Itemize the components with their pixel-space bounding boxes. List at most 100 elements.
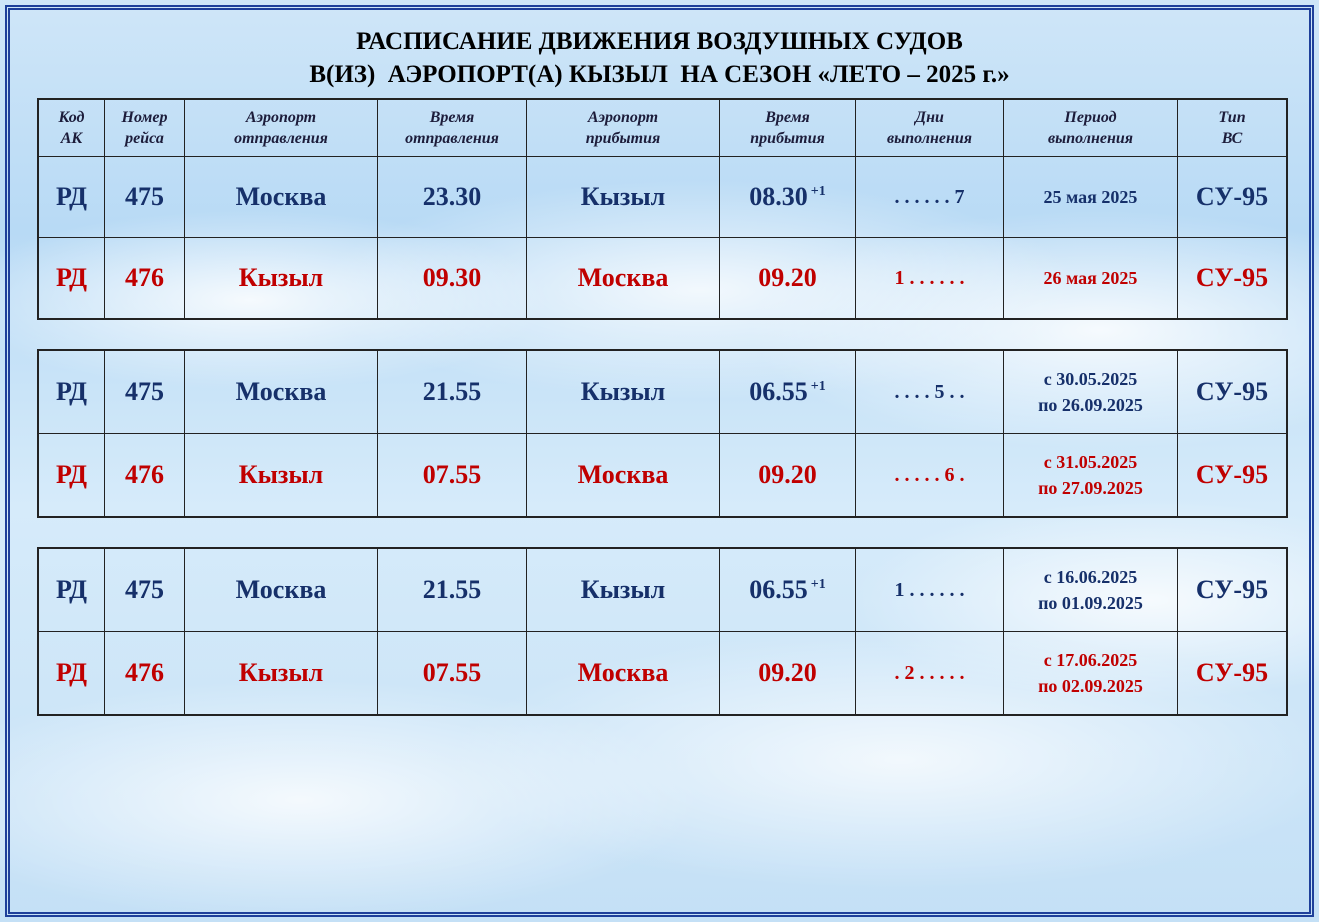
cell: СУ-95 bbox=[1178, 238, 1286, 318]
arrival-time: 06.55 bbox=[749, 575, 808, 604]
cell: РД bbox=[39, 157, 105, 237]
to: Кызыл bbox=[580, 182, 666, 211]
cell: 476 bbox=[105, 434, 185, 516]
days: 1 . . . . . . bbox=[894, 266, 965, 289]
header-text: рейса bbox=[125, 130, 164, 147]
cell: 476 bbox=[105, 238, 185, 318]
period-line: по 27.09.2025 bbox=[1038, 478, 1143, 498]
header-text: Тип bbox=[1218, 109, 1246, 126]
cell: 475 bbox=[105, 157, 185, 237]
cell: 06.55 +1 bbox=[720, 351, 856, 433]
days: . . . . 5 . . bbox=[894, 380, 965, 403]
airline: РД bbox=[56, 658, 87, 687]
arrival: 09.20 bbox=[758, 460, 817, 490]
arrival: 09.20 bbox=[758, 658, 817, 688]
cell: РД bbox=[39, 238, 105, 318]
aircraft: СУ-95 bbox=[1195, 575, 1269, 604]
cell: 26 мая 2025 bbox=[1004, 238, 1178, 318]
airline: РД bbox=[56, 377, 87, 406]
cell: 475 bbox=[105, 549, 185, 631]
cell: Кызыл bbox=[527, 157, 720, 237]
cell: 1 . . . . . . bbox=[856, 549, 1004, 631]
cell: Москва bbox=[527, 434, 720, 516]
from: Кызыл bbox=[238, 460, 324, 489]
flight: 476 bbox=[125, 460, 164, 489]
airline: РД bbox=[56, 182, 87, 211]
flight-row: РД 475 Москва 21.55 Кызыл 06.55 +1 . . . . 5 . … bbox=[39, 351, 1286, 434]
header-text: выполнения bbox=[1048, 130, 1133, 147]
header-text: прибытия bbox=[585, 130, 661, 147]
cell: 475 bbox=[105, 351, 185, 433]
header-text: прибытия bbox=[750, 130, 825, 147]
period-line: 26 мая 2025 bbox=[1043, 268, 1138, 288]
flight: 476 bbox=[125, 658, 164, 687]
flight-row: РД 476 Кызыл 07.55 Москва 09.20 . 2 . . . . . с… bbox=[39, 632, 1286, 714]
flight-row: РД 475 Москва 21.55 Кызыл 06.55 +1 1 . . . . . … bbox=[39, 549, 1286, 632]
header-text: отправления bbox=[234, 130, 328, 147]
flight: 475 bbox=[125, 377, 164, 406]
cell: 08.30 +1 bbox=[720, 157, 856, 237]
cell: 09.20 bbox=[720, 238, 856, 318]
cell: 23.30 bbox=[378, 157, 527, 237]
header-cell: Время отправления bbox=[378, 100, 527, 156]
airline: РД bbox=[56, 263, 87, 292]
cell: Москва bbox=[185, 351, 378, 433]
arrival-time: 06.55 bbox=[749, 377, 808, 406]
cell: 25 мая 2025 bbox=[1004, 157, 1178, 237]
arrival-time: 09.20 bbox=[758, 658, 817, 687]
to: Кызыл bbox=[580, 575, 666, 604]
title: В(ИЗ) АЭРОПОРТ(А) КЫЗЫЛ НА СЕЗОН «ЛЕТО –… bbox=[309, 61, 1010, 88]
header-cell: Тип ВС bbox=[1178, 100, 1286, 156]
days: . . . . . . 7 bbox=[894, 185, 965, 208]
cell: РД bbox=[39, 549, 105, 631]
airline: РД bbox=[56, 575, 87, 604]
cell: с 17.06.2025 по 02.09.2025 bbox=[1004, 632, 1178, 714]
arrival: 06.55 +1 bbox=[749, 377, 825, 407]
header-text: Номер bbox=[121, 109, 168, 126]
header-text: ВС bbox=[1221, 130, 1243, 147]
header-cell: Код АК bbox=[39, 100, 105, 156]
cell: с 31.05.2025 по 27.09.2025 bbox=[1004, 434, 1178, 516]
to: Москва bbox=[577, 460, 669, 489]
header-cell: Номер рейса bbox=[105, 100, 185, 156]
title: РАСПИСАНИЕ ДВИЖЕНИЯ ВОЗДУШНЫХ СУДОВ bbox=[356, 28, 963, 55]
dep: 07.55 bbox=[422, 460, 482, 489]
cell: . . . . . 6 . bbox=[856, 434, 1004, 516]
cell: с 16.06.2025 по 01.09.2025 bbox=[1004, 549, 1178, 631]
cell: Кызыл bbox=[185, 238, 378, 318]
dep: 07.55 bbox=[422, 658, 482, 687]
from: Москва bbox=[235, 377, 327, 406]
from: Москва bbox=[235, 182, 327, 211]
period-line: с 30.05.2025 bbox=[1043, 369, 1138, 389]
arrival: 09.20 bbox=[758, 263, 817, 293]
dep: 21.55 bbox=[422, 377, 482, 406]
cell: РД bbox=[39, 632, 105, 714]
dep: 21.55 bbox=[422, 575, 482, 604]
arrival: 08.30 +1 bbox=[749, 182, 825, 212]
aircraft: СУ-95 bbox=[1195, 182, 1269, 211]
flight: 475 bbox=[125, 182, 164, 211]
flight-row: РД 475 Москва 23.30 Кызыл 08.30 +1 . . . . . . … bbox=[39, 157, 1286, 238]
header-text: Код bbox=[58, 109, 85, 126]
cell: 07.55 bbox=[378, 632, 527, 714]
cell: Москва bbox=[185, 549, 378, 631]
arrival-time: 08.30 bbox=[749, 182, 808, 211]
period-line: по 01.09.2025 bbox=[1038, 593, 1143, 613]
aircraft: СУ-95 bbox=[1195, 263, 1269, 292]
cell: . . . . . . 7 bbox=[856, 157, 1004, 237]
header-text: Аэропорт bbox=[587, 109, 659, 126]
schedule-table: РД 475 Москва 21.55 Кызыл 06.55 +1 . . . . 5 . … bbox=[37, 349, 1288, 518]
cell: СУ-95 bbox=[1178, 351, 1286, 433]
header-cell: Аэропорт отправления bbox=[185, 100, 378, 156]
day-offset: +1 bbox=[810, 379, 826, 394]
to: Кызыл bbox=[580, 377, 666, 406]
header-row: Код АК Номер рейса Аэропорт отправления Время о… bbox=[39, 100, 1286, 157]
header-cell: Период выполнения bbox=[1004, 100, 1178, 156]
cell: . 2 . . . . . bbox=[856, 632, 1004, 714]
flight-row: РД 476 Кызыл 07.55 Москва 09.20 . . . . . 6 . с… bbox=[39, 434, 1286, 516]
arrival-time: 09.20 bbox=[758, 263, 817, 292]
cell: СУ-95 bbox=[1178, 434, 1286, 516]
flight-row: РД 476 Кызыл 09.30 Москва 09.20 1 . . . . . . 2… bbox=[39, 238, 1286, 318]
arrival-time: 09.20 bbox=[758, 460, 817, 489]
header-text: Аэропорт bbox=[245, 109, 317, 126]
